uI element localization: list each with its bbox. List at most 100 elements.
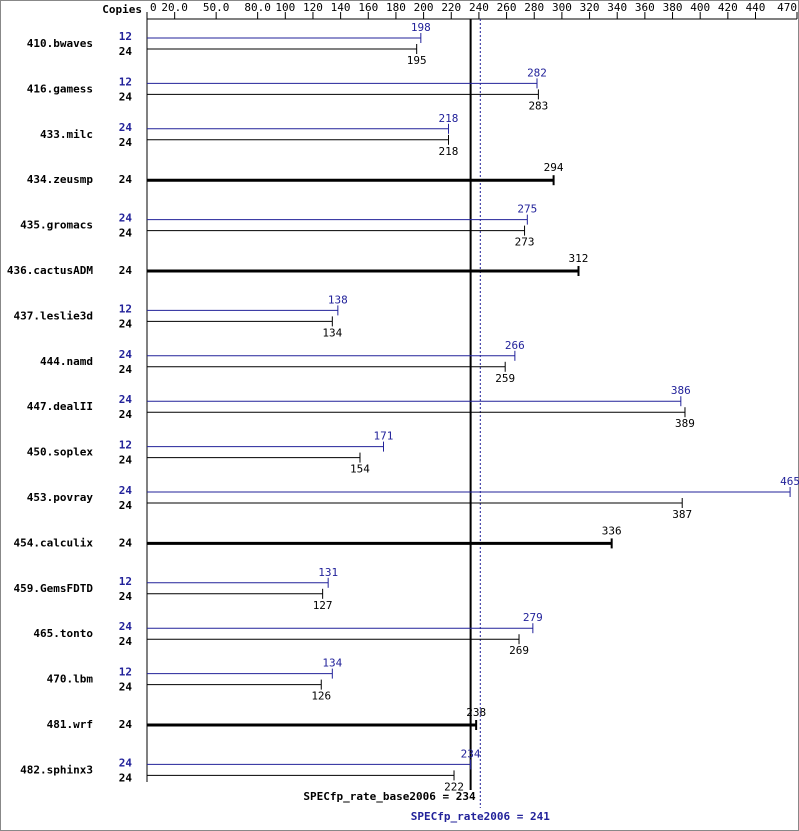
peak-value-label: 138 [328,293,348,306]
x-tick-label: 50.0 [203,1,230,14]
benchmark-name: 481.wrf [47,718,93,731]
peak-value-label: 218 [439,112,459,125]
peak-value-label: 171 [374,430,394,443]
base-copies: 24 [119,363,133,376]
copies-header: Copies [102,3,142,16]
base-value-label: 283 [528,99,548,112]
x-tick-label: 140 [331,1,351,14]
base-copies: 24 [119,45,133,58]
benchmark-name: 465.tonto [33,627,93,640]
peak-value-label: 134 [322,657,342,670]
peak-value-label: 198 [411,21,431,34]
x-tick-label: 260 [497,1,517,14]
peak-value-label: 266 [505,339,525,352]
base-summary-label: SPECfp_rate_base2006 = 234 [303,790,476,803]
base-copies: 24 [119,317,133,330]
base-value-label: 269 [509,644,529,657]
benchmark-name: 434.zeusmp [27,173,94,186]
x-tick-label: 440 [746,1,766,14]
peak-copies: 12 [119,302,132,315]
x-tick-label: 240 [469,1,489,14]
x-tick-label: 280 [524,1,544,14]
benchmark-name: 437.leslie3d [14,309,93,322]
peak-copies: 24 [119,756,133,769]
benchmark-name: 470.lbm [47,673,94,686]
base-copies: 24 [119,536,133,549]
peak-copies: 12 [119,666,132,679]
peak-value-label: 386 [671,384,691,397]
base-copies: 24 [119,227,133,240]
benchmark-name: 453.povray [27,491,94,504]
base-value-label: 238 [466,706,486,719]
base-value-label: 126 [311,690,331,703]
peak-copies: 12 [119,30,132,43]
x-tick-label: 400 [690,1,710,14]
x-tick-label: 420 [718,1,738,14]
base-value-label: 195 [407,54,427,67]
benchmark-name: 459.GemsFDTD [14,582,94,595]
base-copies: 24 [119,136,133,149]
peak-value-label: 234 [461,747,481,760]
base-copies: 24 [119,264,133,277]
peak-value-label: 282 [527,66,547,79]
x-tick-label: 320 [580,1,600,14]
base-value-label: 134 [322,326,342,339]
base-value-label: 336 [602,524,622,537]
peak-copies: 24 [119,348,133,361]
x-tick-label: 360 [635,1,655,14]
x-tick-label: 80.0 [244,1,271,14]
benchmark-name: 410.bwaves [27,37,93,50]
benchmark-name: 416.gamess [27,82,93,95]
peak-value-label: 465 [780,475,799,488]
x-tick-label: 340 [607,1,627,14]
peak-copies: 24 [119,121,133,134]
base-value-label: 273 [515,236,535,249]
base-value-label: 222 [444,780,464,793]
base-copies: 24 [119,408,133,421]
base-copies: 24 [119,771,133,784]
benchmark-name: 435.gromacs [20,219,93,232]
x-tick-label: 200 [414,1,434,14]
base-copies: 24 [119,499,133,512]
peak-copies: 24 [119,212,133,225]
base-value-label: 218 [439,145,459,158]
peak-summary-label: SPECfp_rate2006 = 241 [411,810,550,823]
base-value-label: 312 [569,252,589,265]
x-tick-label: 380 [663,1,683,14]
peak-copies: 24 [119,620,133,633]
benchmark-name: 454.calculix [14,536,94,549]
peak-copies: 24 [119,393,133,406]
base-copies: 24 [119,454,133,467]
x-tick-label: 120 [303,1,323,14]
x-tick-label: 220 [441,1,461,14]
x-tick-label: 160 [358,1,378,14]
peak-copies: 12 [119,575,132,588]
peak-copies: 12 [119,439,132,452]
x-tick-label: 180 [386,1,406,14]
benchmark-name: 447.dealII [27,400,93,413]
peak-copies: 12 [119,75,132,88]
benchmark-name: 444.namd [40,355,93,368]
base-copies: 24 [119,718,133,731]
base-value-label: 154 [350,463,370,476]
peak-copies: 24 [119,484,133,497]
x-tick-label: 100 [275,1,295,14]
base-value-label: 259 [495,372,515,385]
base-copies: 24 [119,590,133,603]
base-value-label: 294 [544,161,564,174]
benchmark-name: 450.soplex [27,446,94,459]
peak-value-label: 131 [318,566,338,579]
benchmark-name: 436.cactusADM [7,264,93,277]
base-copies: 24 [119,635,133,648]
base-value-label: 127 [313,599,333,612]
x-tick-label: 470 [777,1,797,14]
base-copies: 24 [119,90,133,103]
peak-value-label: 279 [523,611,543,624]
x-tick-label: 300 [552,1,572,14]
x-tick-label: 0 [150,1,157,14]
base-value-label: 389 [675,417,695,430]
benchmark-name: 433.milc [40,128,93,141]
base-copies: 24 [119,173,133,186]
